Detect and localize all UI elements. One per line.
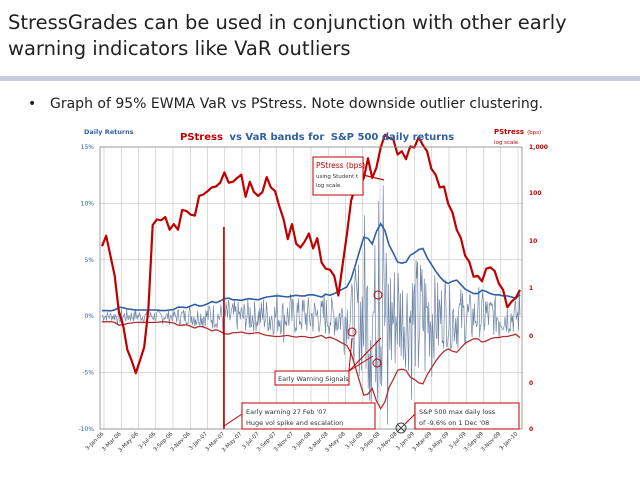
right-tick-label: 0 bbox=[529, 426, 533, 433]
var-bands-series bbox=[102, 222, 521, 410]
annotation-pstress-line-2: using Student t bbox=[316, 174, 359, 180]
annotation-pstress-box: PStress (bps) using Student t log scale bbox=[312, 156, 385, 196]
annotation-dec08-line-1: S&P 500 max daily loss bbox=[419, 408, 496, 416]
slide-title-line-2: warning indicators like VaR outliers bbox=[8, 37, 351, 60]
chart-grid bbox=[100, 146, 522, 430]
left-tick-label: 10% bbox=[81, 200, 95, 207]
right-tick-label: 100 bbox=[529, 190, 542, 197]
annotation-pstress-line-1: PStress (bps) bbox=[316, 161, 365, 170]
right-tick-label: 1,000 bbox=[529, 144, 548, 151]
right-tick-label: 0 bbox=[529, 333, 533, 340]
var-lower-band bbox=[102, 320, 521, 410]
annotation-feb07-line-1: Early warning 27 Feb '07 bbox=[246, 408, 327, 416]
chart-title-part-middle: vs VaR bands for bbox=[229, 132, 324, 143]
left-tick-label: 15% bbox=[81, 144, 95, 151]
var-upper-band bbox=[102, 222, 521, 312]
left-tick-label: 0% bbox=[84, 313, 94, 320]
early-warning-marker-icon bbox=[373, 290, 383, 300]
right-tick-label: 1 bbox=[529, 285, 533, 292]
bullet-item: • Graph of 95% EWMA VaR vs PStress. Note … bbox=[28, 96, 543, 112]
pstress-series bbox=[100, 133, 521, 429]
chart-title-part-sp500: S&P 500 daily returns bbox=[331, 132, 455, 143]
right-axis-label-unit: (bps) bbox=[527, 130, 541, 136]
max-loss-marker-icon bbox=[395, 422, 407, 434]
right-axis-label-name: PStress bbox=[494, 128, 524, 136]
right-axis-label: PStress (bps) bbox=[494, 128, 541, 136]
chart-title: PStress vs VaR bands for S&P 500 daily r… bbox=[180, 132, 454, 143]
early-warning-markers bbox=[347, 290, 383, 368]
right-tick-label: 0 bbox=[529, 380, 533, 387]
left-tick-label: 5% bbox=[84, 257, 94, 264]
annotation-feb07-box: Early warning 27 Feb '07 Huge vol spike … bbox=[223, 402, 376, 430]
chart-title-part-pstress: PStress bbox=[180, 132, 223, 143]
annotation-early-warning-signals: Early Warning Signals bbox=[274, 337, 382, 386]
right-axis-scale-label: log scale bbox=[494, 140, 519, 146]
early-warning-marker-icon bbox=[372, 358, 382, 368]
daily-returns-line bbox=[101, 185, 521, 425]
annotation-dec08-line-2: of -9.6% on 1 Dec '08 bbox=[419, 419, 489, 427]
early-warning-marker-icon bbox=[347, 327, 357, 337]
bullet-text: Graph of 95% EWMA VaR vs PStress. Note d… bbox=[50, 96, 544, 112]
bullet-dot-icon: • bbox=[28, 96, 37, 112]
left-axis-label: Daily Returns bbox=[84, 128, 134, 136]
returns-series bbox=[101, 185, 521, 425]
right-tick-label: 10 bbox=[529, 238, 537, 245]
annotation-dec08-box: S&P 500 max daily loss of -9.6% on 1 Dec… bbox=[404, 402, 520, 430]
x-tick-label: 3-Jan-10 bbox=[499, 431, 520, 452]
left-tick-label: -10% bbox=[78, 426, 94, 433]
annotation-pstress-line-3: log scale bbox=[316, 183, 341, 189]
pstress-line bbox=[100, 133, 521, 375]
left-tick-label: -5% bbox=[82, 370, 94, 377]
title-divider bbox=[0, 76, 640, 81]
slide-title: StressGrades can be used in conjunction … bbox=[8, 10, 608, 62]
annotation-early-warning-text: Early Warning Signals bbox=[278, 375, 349, 383]
annotation-feb07-line-2: Huge vol spike and escalation bbox=[246, 419, 343, 427]
slide-title-line-1: StressGrades can be used in conjunction … bbox=[8, 11, 567, 34]
